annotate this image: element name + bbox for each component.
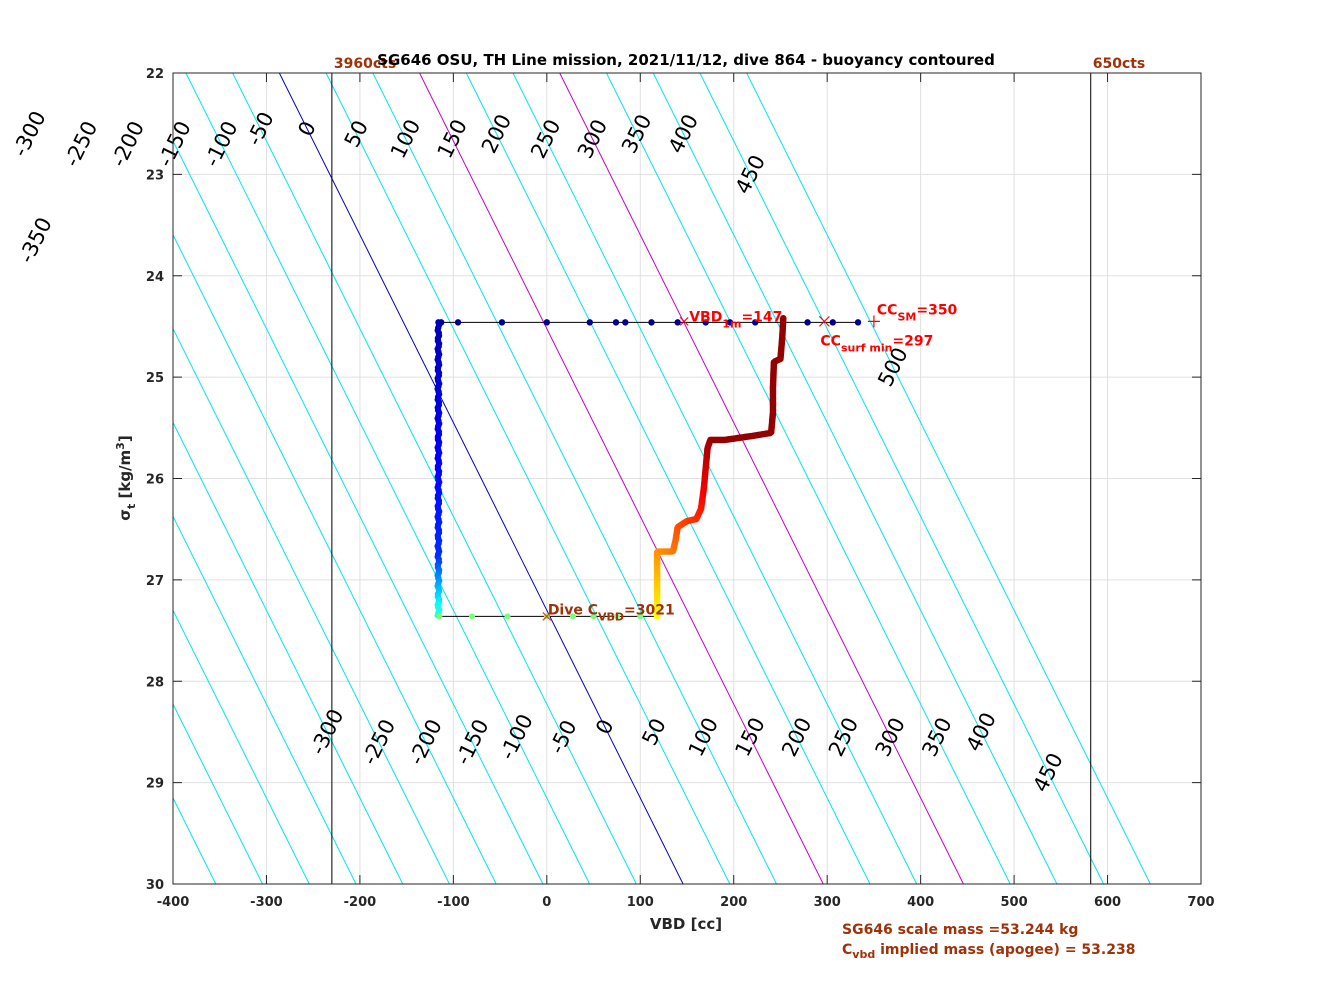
contour-line <box>559 73 964 884</box>
implied-mass-subscript: vbd <box>852 948 876 961</box>
grid-lines <box>172 72 1202 885</box>
x-tick-label: -200 <box>344 895 377 910</box>
contour-line <box>232 73 637 884</box>
descent-surface-point <box>648 319 655 326</box>
contour-line <box>173 609 310 884</box>
y-tick-label: 25 <box>146 371 164 386</box>
descent-surface-point <box>622 319 629 326</box>
contour-label: -350 <box>14 214 57 267</box>
chart-title: SG646 OSU, TH Line mission, 2021/11/12, … <box>377 51 995 69</box>
vbd-1m-marker <box>679 316 689 326</box>
contour-line <box>185 73 591 884</box>
apogee-point <box>637 613 644 620</box>
cc-sm-marker <box>867 315 880 328</box>
limit-label: 3960cts <box>334 56 396 72</box>
descent-surface-point <box>752 319 759 326</box>
climb-point <box>779 315 787 322</box>
contour-line <box>173 233 497 884</box>
contour-label: -300 <box>8 107 51 160</box>
vbd-limit-lines: 3960cts 650cts <box>331 56 1146 884</box>
x-axis-label: VBD [cc] <box>650 915 722 933</box>
x-tick-label: 700 <box>1187 895 1214 910</box>
dive-data-series <box>434 315 862 620</box>
x-tick-label: 200 <box>720 895 747 910</box>
x-tick-label: 500 <box>1001 895 1028 910</box>
descent-surface-point <box>612 319 620 326</box>
vbd-1m-annotation: VBD1m=147 <box>689 309 782 330</box>
x-tick-label: 400 <box>907 895 934 910</box>
contour-line <box>173 515 357 884</box>
contour-label: -200 <box>106 117 149 170</box>
descent-surface-point <box>454 319 462 326</box>
implied-mass-text: implied mass (apogee) = 53.238 <box>875 942 1136 958</box>
x-tick-label: 100 <box>627 895 654 910</box>
contour-line <box>419 73 824 884</box>
contour-line <box>173 421 404 884</box>
y-tick-label: 27 <box>146 574 164 589</box>
contour-line <box>605 73 1011 884</box>
implied-mass-symbol: C <box>842 942 853 958</box>
contour-line <box>173 139 544 884</box>
axis-ticks: -400 -300 -200 -100 0 100 200 300 400 500 600 700 22… <box>146 67 1215 910</box>
contour-line <box>325 73 731 884</box>
contour-line <box>699 73 1105 884</box>
y-tick-label: 26 <box>146 473 164 488</box>
apogee-point <box>504 613 511 620</box>
annotations: VBD1m=147 CCSM=350 CCsurf min=297 Dive CVBD… <box>542 302 958 623</box>
descent-surface-point <box>726 319 734 326</box>
contour-line <box>512 73 918 884</box>
x-tick-label: -100 <box>437 895 470 910</box>
descent-surface-point <box>498 319 506 326</box>
contour-label: -250 <box>60 117 103 170</box>
descent-surface-point <box>674 319 681 326</box>
apogee-point <box>436 613 443 620</box>
x-tick-label: 300 <box>814 895 841 910</box>
contour-line <box>173 703 263 884</box>
cc-surf-min-annotation: CCsurf min=297 <box>820 333 933 354</box>
apogee-point <box>569 613 576 620</box>
descent-surface-point <box>854 319 862 326</box>
x-tick-label: -300 <box>250 895 283 910</box>
descent-surface-point <box>543 319 551 326</box>
y-axis-label: σt [kg/m3] <box>114 435 138 520</box>
descent-surface-point <box>829 319 836 326</box>
dive-cvbd-annotation: Dive CVBD=3021 <box>548 602 675 623</box>
x-tick-label: 600 <box>1094 895 1121 910</box>
x-tick-label: -400 <box>157 895 190 910</box>
descent-surface-point <box>586 319 594 326</box>
cc-surf-min-marker <box>818 315 830 327</box>
y-tick-label: 30 <box>146 878 164 893</box>
descent-surface-point <box>702 319 709 326</box>
buoyancy-contours <box>173 73 1151 884</box>
y-tick-label: 22 <box>146 67 164 82</box>
y-tick-label: 24 <box>146 270 164 285</box>
y-tick-label: 29 <box>146 777 164 792</box>
contour-line <box>746 73 1151 884</box>
dive-cvbd-marker <box>542 611 552 621</box>
y-tick-label: 23 <box>146 168 164 183</box>
scale-mass-note: SG646 scale mass =53.244 kg <box>842 922 1079 938</box>
contour-line <box>652 73 1058 884</box>
implied-mass-note: Cvbd implied mass (apogee) = 53.238 <box>842 942 1136 961</box>
apogee-point <box>590 613 597 620</box>
contour-line <box>173 327 450 884</box>
apogee-point <box>469 613 476 620</box>
contour-line <box>372 73 777 884</box>
limit-label: 650cts <box>1093 56 1146 72</box>
y-tick-label: 28 <box>146 675 164 690</box>
x-tick-label: 0 <box>542 895 551 910</box>
apogee-point <box>613 613 620 620</box>
cc-sm-annotation: CCSM=350 <box>877 302 958 323</box>
descent-surface-point <box>804 319 811 326</box>
contour-line <box>465 73 871 884</box>
contour-line <box>278 73 684 884</box>
